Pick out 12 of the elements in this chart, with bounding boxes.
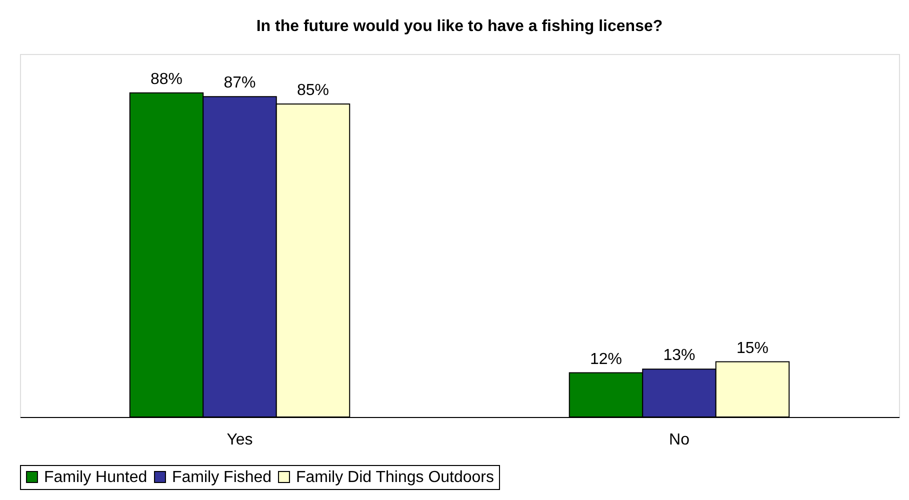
- data-label: 87%: [224, 74, 256, 92]
- legend-label: Family Fished: [172, 469, 272, 486]
- legend-label: Family Hunted: [44, 469, 148, 486]
- data-label: 88%: [150, 70, 183, 88]
- x-tick-label: Yes: [226, 432, 253, 448]
- data-label: 15%: [736, 340, 769, 357]
- x-tick-label: No: [669, 432, 690, 448]
- data-label: 12%: [590, 350, 622, 368]
- legend-label: Family Did Things Outdoors: [296, 469, 494, 486]
- chart-title: In the future would you like to have a fishing license?: [256, 18, 663, 35]
- data-label: 13%: [663, 347, 696, 364]
- data-label: 85%: [296, 82, 330, 99]
